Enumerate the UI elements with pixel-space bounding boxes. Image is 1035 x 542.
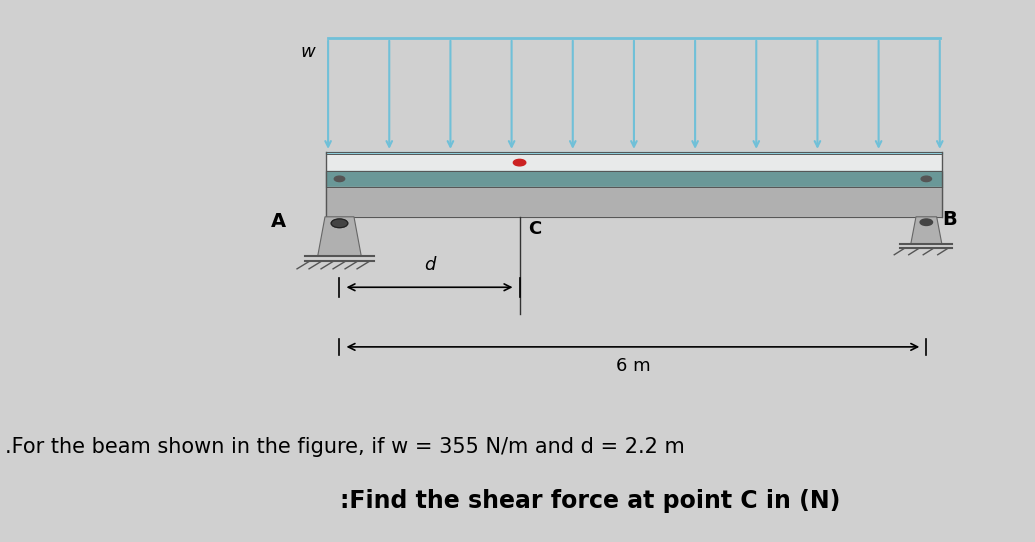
- Text: w: w: [301, 43, 316, 61]
- Circle shape: [921, 176, 932, 182]
- Text: d: d: [424, 256, 435, 274]
- Polygon shape: [318, 217, 361, 256]
- Circle shape: [331, 219, 348, 228]
- Polygon shape: [911, 217, 942, 244]
- Circle shape: [920, 219, 933, 225]
- Text: A: A: [270, 211, 286, 231]
- Circle shape: [334, 176, 345, 182]
- Text: .For the beam shown in the figure, if w = 355 N/m and d = 2.2 m: .For the beam shown in the figure, if w …: [5, 437, 685, 457]
- Text: C: C: [528, 220, 541, 237]
- Text: 6 m: 6 m: [616, 357, 650, 375]
- Text: :Find the shear force at point C in (N): :Find the shear force at point C in (N): [339, 489, 840, 513]
- Circle shape: [513, 159, 526, 166]
- Text: B: B: [942, 210, 956, 229]
